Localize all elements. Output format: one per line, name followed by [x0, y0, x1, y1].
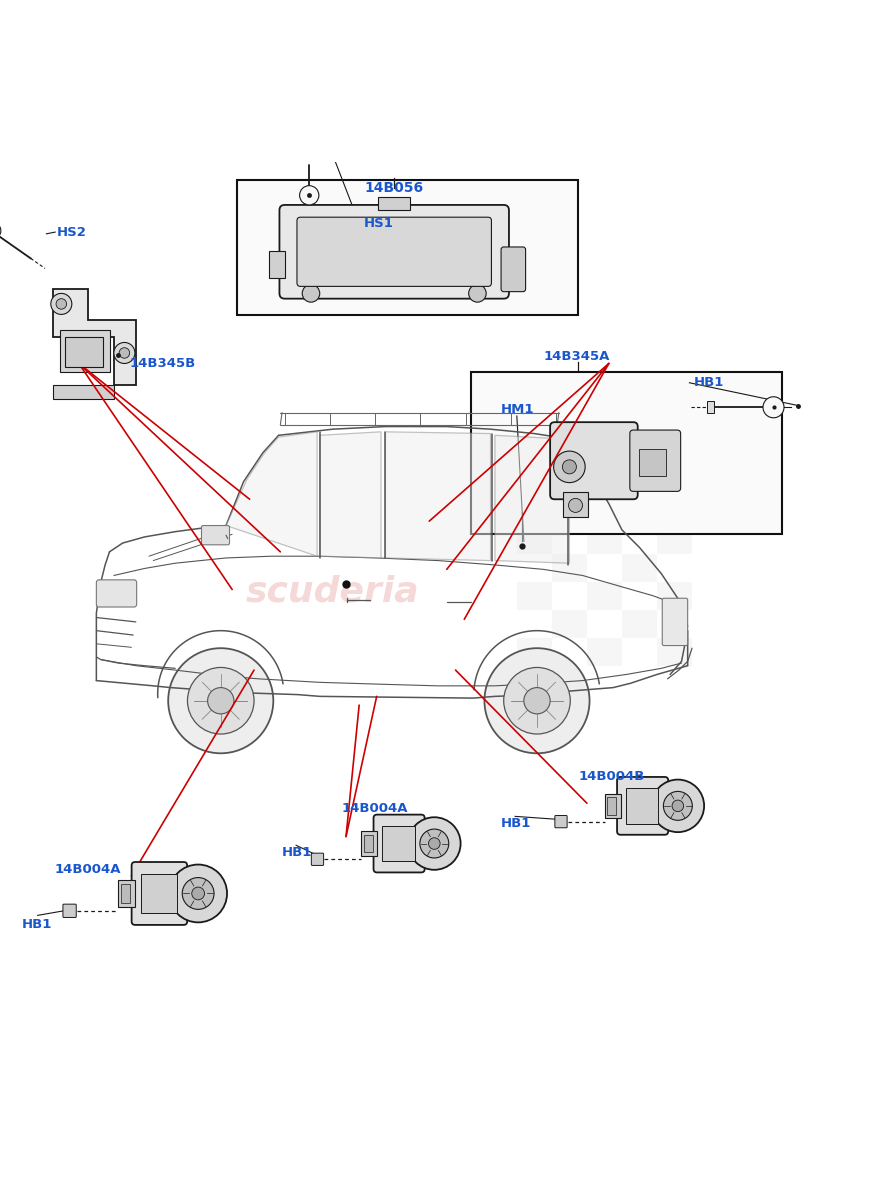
Bar	[563, 492, 588, 517]
Text: 14B345A: 14B345A	[543, 350, 610, 362]
Circle shape	[428, 838, 440, 850]
Circle shape	[420, 829, 449, 858]
Circle shape	[554, 451, 585, 482]
Bar	[607, 797, 616, 815]
Text: HB1: HB1	[694, 377, 724, 389]
Polygon shape	[495, 436, 569, 563]
Text: 14B056: 14B056	[364, 181, 424, 196]
Bar	[587, 526, 622, 553]
Bar	[517, 526, 552, 553]
FancyBboxPatch shape	[311, 853, 323, 865]
Text: 14B345B: 14B345B	[130, 356, 196, 370]
Text: HB1: HB1	[282, 846, 313, 859]
Bar	[471, 372, 782, 534]
Circle shape	[524, 688, 550, 714]
Text: 14B004A: 14B004A	[54, 863, 121, 876]
Bar	[361, 832, 377, 856]
FancyBboxPatch shape	[201, 526, 230, 545]
FancyBboxPatch shape	[630, 430, 681, 491]
Circle shape	[484, 648, 590, 754]
Text: scuderia: scuderia	[245, 575, 419, 608]
Bar	[53, 384, 114, 398]
Circle shape	[504, 667, 570, 734]
Bar	[622, 553, 657, 582]
Bar	[517, 637, 552, 666]
Bar	[378, 197, 410, 210]
Bar	[237, 180, 578, 316]
Circle shape	[182, 877, 214, 910]
Polygon shape	[385, 432, 491, 560]
FancyBboxPatch shape	[501, 247, 526, 292]
Polygon shape	[226, 432, 317, 557]
Bar	[552, 610, 587, 637]
Circle shape	[562, 460, 576, 474]
Text: HM1: HM1	[501, 402, 534, 415]
Bar	[60, 330, 110, 372]
FancyBboxPatch shape	[662, 599, 688, 646]
Circle shape	[763, 397, 784, 418]
Circle shape	[672, 800, 683, 811]
Circle shape	[187, 667, 254, 734]
Circle shape	[208, 688, 234, 714]
Bar	[117, 880, 135, 907]
Bar	[121, 884, 131, 904]
Circle shape	[192, 887, 204, 900]
FancyBboxPatch shape	[63, 904, 76, 918]
Circle shape	[114, 342, 135, 364]
FancyBboxPatch shape	[550, 422, 638, 499]
FancyBboxPatch shape	[555, 816, 567, 828]
Bar	[141, 874, 177, 913]
Circle shape	[302, 284, 320, 302]
Circle shape	[663, 792, 692, 821]
Bar	[587, 637, 622, 666]
Bar	[604, 793, 620, 818]
Circle shape	[569, 498, 583, 512]
Circle shape	[408, 817, 461, 870]
Bar	[625, 788, 659, 823]
Polygon shape	[53, 289, 136, 385]
Circle shape	[652, 780, 704, 832]
Bar	[707, 401, 714, 414]
Text: HB1: HB1	[501, 817, 532, 830]
FancyBboxPatch shape	[279, 205, 509, 299]
Circle shape	[469, 284, 486, 302]
Circle shape	[119, 348, 130, 359]
Text: HS2: HS2	[57, 226, 87, 239]
Bar	[382, 826, 415, 862]
Bar	[657, 526, 692, 553]
Bar	[65, 337, 103, 367]
FancyBboxPatch shape	[131, 862, 187, 925]
FancyBboxPatch shape	[297, 217, 491, 287]
Bar	[552, 553, 587, 582]
Bar	[639, 449, 666, 475]
Bar	[364, 835, 372, 852]
Text: HS1: HS1	[364, 217, 393, 230]
Circle shape	[300, 186, 319, 205]
Circle shape	[168, 648, 273, 754]
Bar	[622, 610, 657, 637]
Text: 14B004A: 14B004A	[342, 802, 408, 815]
Bar	[269, 251, 285, 277]
Circle shape	[56, 299, 67, 310]
Circle shape	[169, 864, 227, 923]
Circle shape	[51, 294, 72, 314]
FancyBboxPatch shape	[617, 776, 668, 835]
Bar	[657, 582, 692, 610]
Bar	[517, 582, 552, 610]
Polygon shape	[320, 432, 381, 558]
Text: HB1: HB1	[22, 918, 53, 931]
Bar	[587, 582, 622, 610]
Text: 14B004B: 14B004B	[578, 770, 645, 784]
Bar	[657, 637, 692, 666]
FancyBboxPatch shape	[373, 815, 425, 872]
FancyBboxPatch shape	[96, 580, 137, 607]
